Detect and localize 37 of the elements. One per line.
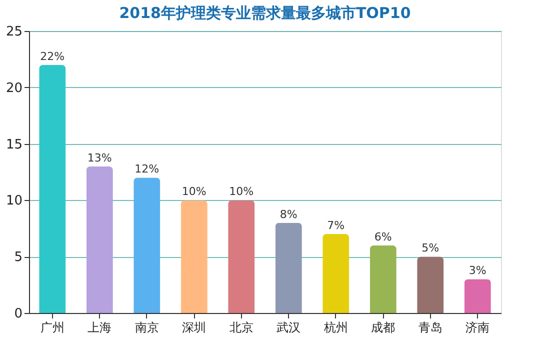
data-label: 3% <box>468 264 486 278</box>
bar <box>464 279 491 313</box>
data-label: 7% <box>327 219 345 232</box>
y-tick-label: 25 <box>6 24 22 40</box>
bar <box>275 222 302 313</box>
data-label: 13% <box>87 151 112 164</box>
chart-title: 2018年护理类专业需求量最多城市TOP10 <box>119 4 411 22</box>
bar <box>180 200 208 313</box>
x-tick-label: 深圳 <box>182 320 206 334</box>
data-label: 10% <box>182 185 206 198</box>
y-tick-label: 10 <box>6 194 22 209</box>
data-label: 10% <box>229 185 254 198</box>
x-tick-label: 武汉 <box>276 320 301 334</box>
bar <box>228 200 255 313</box>
y-tick-label: 0 <box>14 306 22 322</box>
bar <box>86 166 113 313</box>
data-label: 6% <box>374 230 392 244</box>
x-tick-label: 成都 <box>371 320 396 334</box>
x-tick-label: 济南 <box>466 320 490 334</box>
y-tick-label: 5 <box>14 250 22 266</box>
x-tick-label: 南京 <box>134 320 159 334</box>
x-tick-label: 广州 <box>40 320 64 334</box>
x-tick-label: 杭州 <box>322 320 348 334</box>
bar <box>417 256 444 313</box>
x-tick-label: 上海 <box>88 320 112 334</box>
data-label: 12% <box>134 162 160 176</box>
y-tick-label: 15 <box>6 137 22 152</box>
bar <box>134 178 160 313</box>
bar <box>322 234 350 313</box>
x-tick-label: 青岛 <box>418 320 442 334</box>
bar <box>39 64 66 313</box>
bar <box>370 245 396 313</box>
data-label: 8% <box>280 208 298 221</box>
data-label: 5% <box>422 242 440 255</box>
data-label: 22% <box>40 50 65 63</box>
y-tick-label: 20 <box>6 80 22 96</box>
x-tick-label: 北京 <box>229 320 254 334</box>
